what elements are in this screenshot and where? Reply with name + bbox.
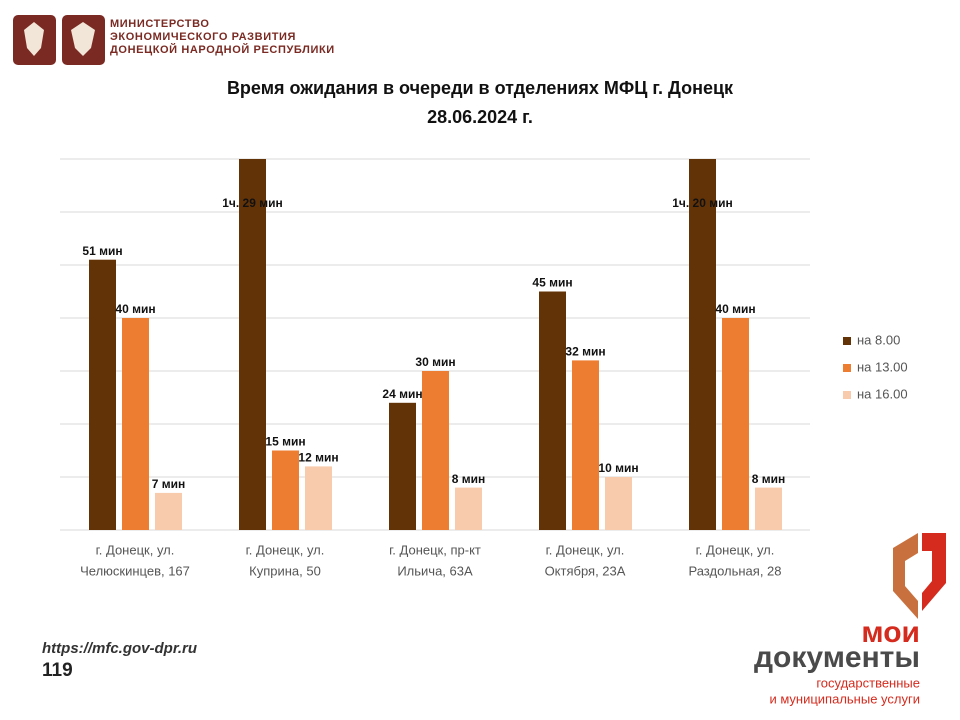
x-tick-label: Ильича, 63А bbox=[397, 563, 473, 578]
x-tick-label: г. Донецк, пр-кт bbox=[389, 542, 481, 557]
bar bbox=[755, 487, 782, 530]
data-label: 40 мин bbox=[715, 302, 755, 316]
bar bbox=[122, 318, 149, 530]
data-label: 8 мин bbox=[752, 472, 786, 486]
chart-title: Время ожидания в очереди в отделениях МФ… bbox=[227, 78, 734, 98]
data-label: 8 мин bbox=[452, 472, 486, 486]
ministry-line: ДОНЕЦКОЙ НАРОДНОЙ РЕСПУБЛИКИ bbox=[110, 43, 335, 56]
data-label: 32 мин bbox=[565, 345, 605, 359]
ministry-line: ЭКОНОМИЧЕСКОГО РАЗВИТИЯ bbox=[110, 31, 296, 43]
legend-label: на 13.00 bbox=[857, 359, 908, 374]
brand-text: мои bbox=[861, 616, 920, 649]
plot-area bbox=[89, 159, 782, 531]
brand-subtext: государственные bbox=[816, 675, 920, 690]
bar bbox=[605, 477, 632, 530]
footer-url: https://mfc.gov-dpr.ru bbox=[42, 640, 197, 657]
data-label: 15 мин bbox=[265, 435, 305, 449]
data-label: 12 мин bbox=[298, 451, 338, 465]
bar bbox=[455, 487, 482, 530]
x-tick-label: г. Донецк, ул. bbox=[696, 542, 775, 557]
bar bbox=[539, 291, 566, 530]
x-tick-label: г. Донецк, ул. bbox=[546, 542, 625, 557]
bar bbox=[239, 159, 266, 531]
bar bbox=[422, 371, 449, 530]
page-number: 119 bbox=[42, 660, 73, 681]
legend-swatch bbox=[843, 337, 851, 345]
brand-subtext: и муниципальные услуги bbox=[769, 691, 920, 706]
data-label: 51 мин bbox=[82, 244, 122, 258]
legend-label: на 8.00 bbox=[857, 332, 900, 347]
bar bbox=[689, 159, 716, 530]
bar bbox=[572, 360, 599, 530]
brand-icon bbox=[922, 533, 946, 611]
bar bbox=[89, 259, 116, 530]
legend-swatch bbox=[843, 364, 851, 372]
data-label: 45 мин bbox=[532, 276, 572, 290]
brand-icon bbox=[893, 533, 918, 619]
x-tick-label: Октября, 23А bbox=[545, 563, 626, 578]
emblem-eagle bbox=[71, 22, 95, 56]
data-label: 24 мин bbox=[382, 387, 422, 401]
emblem-eagle bbox=[24, 22, 44, 56]
ministry-line: МИНИСТЕРСТВО bbox=[110, 18, 210, 30]
x-tick-label: Челюскинцев, 167 bbox=[80, 563, 190, 578]
brand-text: документы bbox=[754, 641, 920, 674]
bar bbox=[722, 318, 749, 530]
data-label: 40 мин bbox=[115, 302, 155, 316]
data-label: 7 мин bbox=[152, 477, 186, 491]
data-label: 1ч. 20 мин bbox=[672, 196, 733, 210]
data-label: 30 мин bbox=[415, 355, 455, 369]
legend-label: на 16.00 bbox=[857, 386, 908, 401]
x-tick-label: Раздольная, 28 bbox=[688, 563, 781, 578]
data-label: 1ч. 29 мин bbox=[222, 196, 283, 210]
bar bbox=[272, 450, 299, 530]
x-tick-label: г. Донецк, ул. bbox=[246, 542, 325, 557]
x-tick-label: Куприна, 50 bbox=[249, 563, 321, 578]
legend-swatch bbox=[843, 391, 851, 399]
bar bbox=[389, 402, 416, 530]
chart-title: 28.06.2024 г. bbox=[427, 107, 533, 127]
bar bbox=[305, 466, 332, 530]
bar bbox=[155, 492, 182, 530]
data-label: 10 мин bbox=[598, 461, 638, 475]
x-tick-label: г. Донецк, ул. bbox=[96, 542, 175, 557]
